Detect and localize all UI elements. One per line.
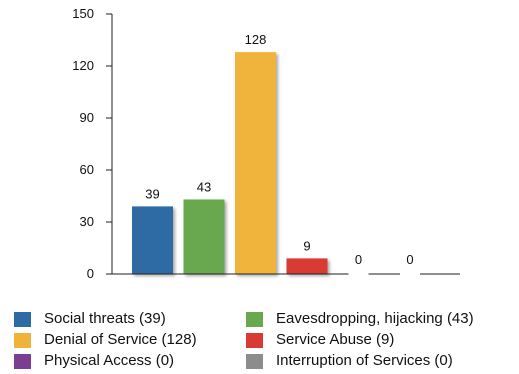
legend-label: Denial of Service (128) bbox=[44, 331, 197, 348]
label-background bbox=[348, 252, 369, 276]
legend-item-interruption-of-services: Interruption of Services (0) bbox=[246, 351, 516, 371]
bar bbox=[286, 258, 328, 274]
bar bbox=[235, 52, 276, 275]
bar-value-label: 43 bbox=[197, 179, 211, 194]
y-tick-label: 0 bbox=[87, 266, 94, 281]
legend-swatch bbox=[14, 332, 31, 348]
y-tick-label: 30 bbox=[80, 214, 94, 229]
data-labels-group: 39 43 128 9 0 0 bbox=[145, 32, 420, 276]
legend-label: Social threats (39) bbox=[44, 310, 166, 327]
legend-label: Service Abuse (9) bbox=[276, 331, 395, 348]
bar-value-label: 128 bbox=[245, 32, 267, 47]
legend-swatch bbox=[14, 353, 31, 369]
legend-label: Physical Access (0) bbox=[44, 352, 175, 369]
legend-label: Interruption of Services (0) bbox=[276, 352, 453, 369]
legend-swatch bbox=[246, 332, 263, 348]
legend-item-eavesdropping: Eavesdropping, hijacking (43) bbox=[246, 309, 516, 329]
bars-group bbox=[132, 52, 328, 275]
bar-value-label: 39 bbox=[145, 186, 159, 201]
bar bbox=[132, 206, 173, 274]
y-tick-label: 60 bbox=[80, 162, 94, 177]
y-tick-label: 90 bbox=[80, 110, 94, 125]
legend-label: Eavesdropping, hijacking (43) bbox=[276, 310, 474, 327]
bar-value-label: 0 bbox=[355, 252, 362, 267]
legend-swatch bbox=[246, 353, 263, 369]
legend-swatch bbox=[14, 311, 31, 327]
legend-item-physical-access: Physical Access (0) bbox=[14, 351, 246, 371]
legend-swatch bbox=[246, 311, 263, 327]
bar-value-label: 9 bbox=[303, 238, 310, 253]
legend-item-social-threats: Social threats (39) bbox=[14, 309, 246, 329]
bar bbox=[183, 199, 225, 274]
legend: Social threats (39) Eavesdropping, hijac… bbox=[14, 309, 519, 371]
y-tick-label: 150 bbox=[72, 6, 94, 21]
label-background bbox=[400, 252, 420, 276]
bar-value-label: 0 bbox=[406, 252, 413, 267]
bar-chart: 0 30 60 90 120 150 39 43 128 9 0 0 bbox=[72, 6, 460, 281]
legend-item-service-abuse: Service Abuse (9) bbox=[246, 330, 516, 350]
y-tick-label: 120 bbox=[72, 58, 94, 73]
legend-item-denial-of-service: Denial of Service (128) bbox=[14, 330, 246, 350]
y-axis: 0 30 60 90 120 150 bbox=[72, 6, 113, 281]
